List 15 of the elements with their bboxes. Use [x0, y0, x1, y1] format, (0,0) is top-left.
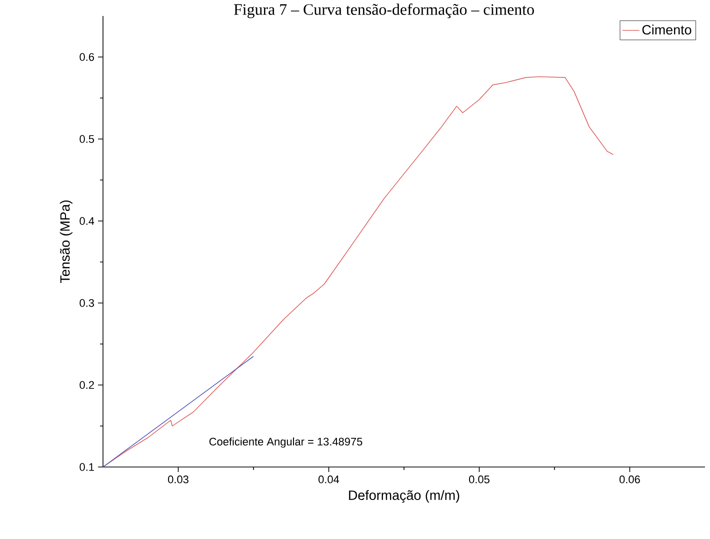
y-tick-label: 0.5	[80, 135, 94, 143]
x-tick-label: 0.04	[318, 476, 340, 484]
legend-label: Cimento	[642, 24, 692, 35]
x-tick-label: 0.06	[620, 476, 640, 484]
y-tick-label: 0.6	[80, 53, 94, 61]
y-tick-label: 0.4	[80, 217, 94, 225]
y-axis-title: Tensão (MPa)	[60, 200, 72, 284]
y-tick-label: 0.3	[80, 299, 94, 307]
annotation: Coeficiente Angular = 13.48975	[209, 437, 362, 448]
y-tick-label: 0.1	[80, 463, 94, 471]
x-tick-label: 0.05	[469, 476, 490, 484]
x-tick-label: 0.03	[168, 476, 188, 484]
x-axis-title: Deformação (m/m)	[349, 490, 460, 503]
y-tick-label: 0.2	[80, 381, 94, 389]
chart-title: Figura 7 – Curva tensão-deformação – cimento	[234, 4, 534, 18]
